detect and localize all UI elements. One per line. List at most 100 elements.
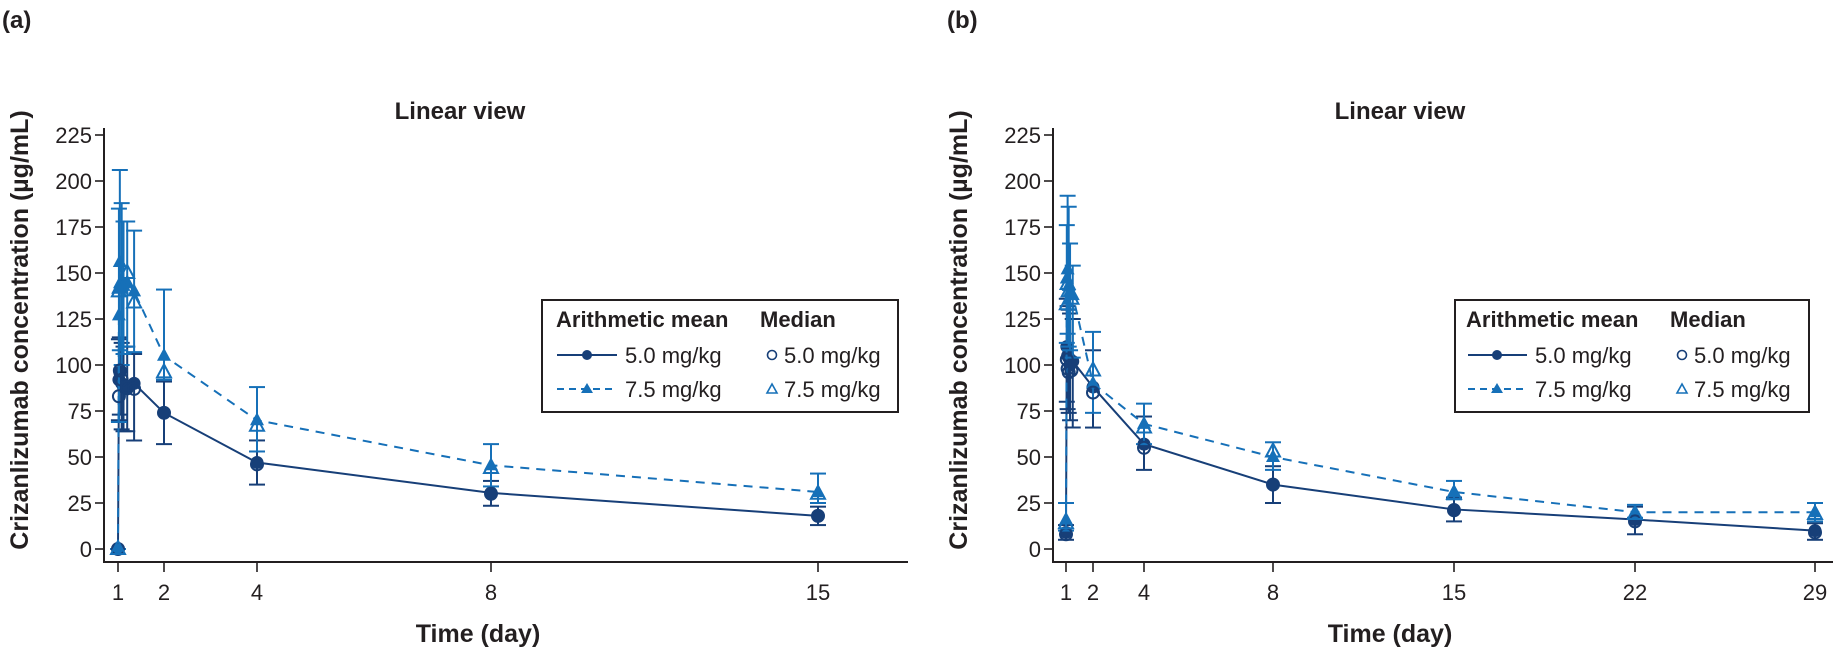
legend-median-heading: Median	[760, 307, 836, 332]
data-point	[1062, 288, 1081, 305]
legend: Arithmetic mean Median 5.0 mg/kg 5.0 mg/…	[541, 299, 899, 413]
plot-area	[1057, 194, 1824, 542]
data-point	[1086, 375, 1100, 389]
data-point	[112, 253, 127, 267]
data-point	[1057, 513, 1075, 530]
legend-median-7-5: 7.5 mg/kg	[784, 377, 881, 402]
x-tick-label: 4	[1138, 580, 1150, 605]
y-axis-title: Crizanlizumab concentration (µg/mL)	[6, 110, 34, 549]
data-point	[1626, 503, 1644, 521]
y-tick-label: 150	[1004, 261, 1041, 286]
x-tick-label: 29	[1803, 580, 1827, 605]
data-point	[155, 362, 173, 379]
panel-label: (a)	[2, 7, 31, 34]
legend-mean-7-5: 7.5 mg/kg	[625, 377, 722, 402]
data-point	[1084, 360, 1102, 377]
x-tick-label: 15	[1442, 580, 1466, 605]
legend-median-5: 5.0 mg/kg	[1694, 343, 1791, 368]
data-point	[1086, 385, 1100, 400]
data-point	[157, 406, 171, 420]
data-point	[1064, 363, 1079, 378]
y-tick-label: 200	[55, 169, 92, 194]
data-point	[811, 509, 825, 523]
y-tick-label: 125	[1004, 307, 1041, 332]
legend-mean-5: 5.0 mg/kg	[625, 343, 722, 368]
legend-mean-heading: Arithmetic mean	[1466, 307, 1638, 332]
x-tick-label: 1	[112, 580, 124, 605]
data-point	[1137, 440, 1151, 455]
chart-title: Linear view	[1335, 98, 1466, 125]
data-point	[809, 483, 827, 500]
data-point	[482, 457, 500, 475]
y-tick-label: 0	[1029, 537, 1041, 562]
legend-median-heading: Median	[1670, 307, 1746, 332]
y-tick-label: 225	[1004, 123, 1041, 148]
legend-median-7-5: 7.5 mg/kg	[1694, 377, 1791, 402]
y-tick-label: 225	[55, 123, 92, 148]
axes: 0 25 50 75 100 125 150 175 200 225 1 2 4 8 15 22 29	[1004, 123, 1833, 605]
open-circle-icon	[766, 349, 778, 361]
data-point	[1806, 503, 1824, 521]
data-point	[1058, 273, 1077, 291]
legend-mean-7-5: 7.5 mg/kg	[1535, 377, 1632, 402]
legend-mean-heading: Arithmetic mean	[556, 307, 728, 332]
data-point	[109, 538, 127, 555]
data-point	[120, 380, 135, 395]
data-point	[1447, 503, 1461, 518]
x-tick-label: 4	[251, 580, 263, 605]
data-point	[112, 363, 127, 378]
x-tick-label: 1	[1060, 580, 1072, 605]
y-tick-label: 50	[1017, 445, 1041, 470]
data-point	[250, 457, 264, 472]
panel-a: (a) Linear view Crizanlizumab concentrat…	[2, 7, 908, 648]
data-point	[248, 415, 266, 432]
data-point	[157, 405, 171, 420]
y-tick-label: 150	[55, 261, 92, 286]
data-point	[1135, 417, 1153, 434]
data-point	[113, 272, 131, 289]
data-point	[1628, 514, 1642, 529]
y-tick-label: 75	[1017, 399, 1041, 424]
data-point	[125, 292, 143, 309]
data-point	[1266, 477, 1280, 492]
filled-circle-icon	[582, 350, 592, 360]
legend-mean-5: 5.0 mg/kg	[1535, 343, 1632, 368]
open-triangle-icon	[1675, 382, 1689, 394]
y-tick-label: 200	[1004, 169, 1041, 194]
data-point	[484, 486, 498, 501]
open-triangle-icon	[765, 382, 779, 394]
y-tick-label: 75	[68, 399, 92, 424]
data-point	[1808, 525, 1822, 540]
x-tick-label: 2	[1087, 580, 1099, 605]
series-3	[109, 262, 827, 555]
y-tick-label: 0	[80, 537, 92, 562]
series-1	[110, 168, 826, 554]
y-tick-label: 50	[68, 445, 92, 470]
legend: Arithmetic mean Median 5.0 mg/kg 5.0 mg/…	[1454, 299, 1810, 413]
x-tick-label: 8	[1267, 580, 1279, 605]
x-tick-label: 8	[485, 580, 497, 605]
axes: 0 25 50 75 100 125 150 175 200 225 1 2 4 8 15	[55, 123, 908, 605]
data-point	[1264, 441, 1282, 458]
panel-b: (b) Linear view Crizanlizumab concentrat…	[945, 7, 1833, 648]
y-tick-label: 25	[68, 491, 92, 516]
data-point	[1061, 365, 1076, 380]
x-tick-label: 15	[806, 580, 830, 605]
open-circle-icon	[1676, 349, 1688, 361]
y-tick-label: 25	[1017, 491, 1041, 516]
x-axis-title: Time (day)	[1328, 620, 1453, 648]
chart-title: Linear view	[395, 98, 526, 125]
y-axis-title: Crizanlizumab concentration (µg/mL)	[945, 110, 973, 549]
data-point	[120, 274, 135, 288]
data-point	[811, 508, 825, 523]
x-axis-title: Time (day)	[416, 620, 541, 648]
y-tick-label: 100	[55, 353, 92, 378]
data-point	[111, 389, 126, 404]
data-point	[127, 381, 142, 396]
data-point	[127, 283, 142, 297]
filled-triangle-icon	[1491, 383, 1503, 393]
panel-label: (b)	[947, 7, 978, 34]
y-tick-label: 175	[55, 215, 92, 240]
data-point	[111, 307, 126, 321]
